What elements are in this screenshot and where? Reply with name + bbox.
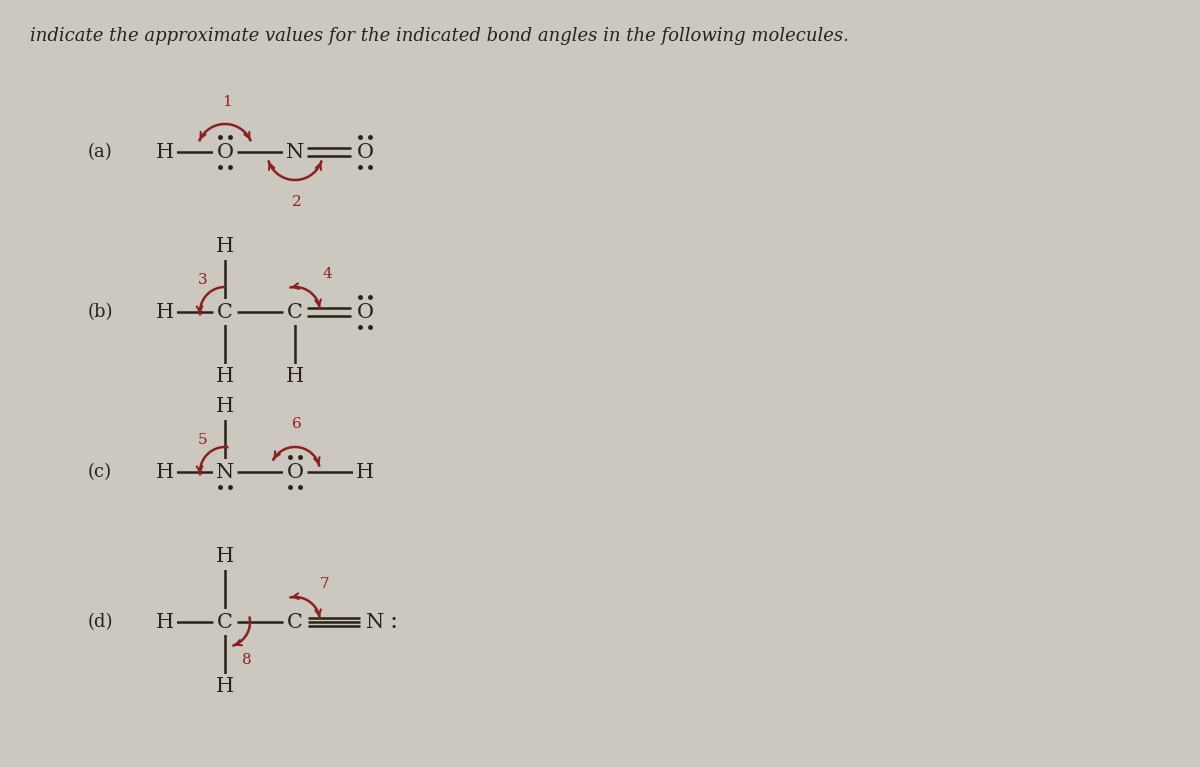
Text: N: N (216, 463, 234, 482)
Text: 7: 7 (320, 577, 330, 591)
Text: N: N (286, 143, 304, 162)
Text: O: O (216, 143, 234, 162)
Text: N: N (366, 613, 384, 631)
Text: C: C (287, 613, 302, 631)
Text: C: C (217, 302, 233, 321)
Text: H: H (216, 677, 234, 696)
Text: H: H (156, 302, 174, 321)
Text: 2: 2 (292, 195, 302, 209)
Text: H: H (216, 397, 234, 416)
Text: 1: 1 (222, 95, 232, 109)
Text: 6: 6 (292, 417, 302, 431)
Text: H: H (356, 463, 374, 482)
Text: C: C (287, 302, 302, 321)
Text: :: : (390, 611, 398, 634)
Text: indicate the approximate values for the indicated bond angles in the following m: indicate the approximate values for the … (30, 27, 848, 45)
Text: H: H (216, 548, 234, 567)
Text: H: H (156, 143, 174, 162)
Text: 3: 3 (198, 273, 208, 287)
Text: O: O (356, 143, 373, 162)
Text: 4: 4 (322, 267, 332, 281)
Text: H: H (156, 463, 174, 482)
Text: H: H (286, 367, 304, 387)
Text: (d): (d) (88, 613, 113, 631)
Text: 5: 5 (198, 433, 208, 447)
Text: 8: 8 (242, 653, 252, 667)
Text: H: H (216, 238, 234, 256)
Text: (b): (b) (88, 303, 113, 321)
Text: (a): (a) (88, 143, 113, 161)
Text: (c): (c) (88, 463, 112, 481)
Text: O: O (287, 463, 304, 482)
Text: H: H (156, 613, 174, 631)
Text: C: C (217, 613, 233, 631)
Text: H: H (216, 367, 234, 387)
Text: O: O (356, 302, 373, 321)
